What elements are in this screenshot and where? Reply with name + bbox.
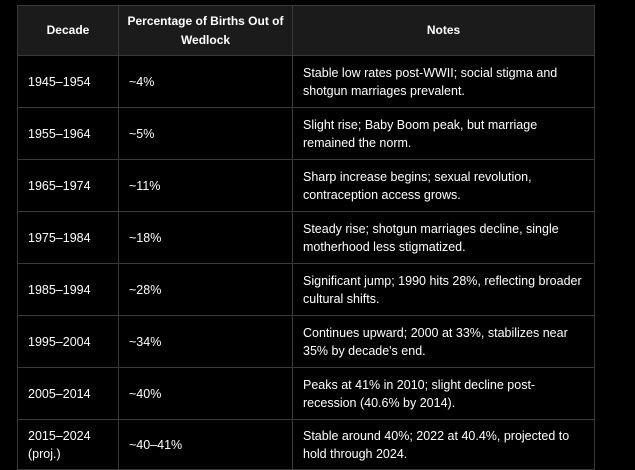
header-row: Decade Percentage of Births Out of Wedlo… — [17, 5, 595, 56]
table-row: 2015–2024 (proj.) ~40–41% Stable around … — [17, 419, 595, 470]
cell-notes: Continues upward; 2000 at 33%, stabilize… — [292, 315, 595, 368]
cell-decade: 1995–2004 — [17, 315, 119, 368]
table-body: 1945–1954 ~4% Stable low rates post-WWII… — [17, 55, 595, 470]
cell-notes: Stable around 40%; 2022 at 40.4%, projec… — [292, 419, 595, 470]
cell-decade: 1955–1964 — [17, 107, 119, 160]
table-row: 1955–1964 ~5% Slight rise; Baby Boom pea… — [17, 107, 595, 160]
table-row: 2005–2014 ~40% Peaks at 41% in 2010; sli… — [17, 367, 595, 420]
table-header: Decade Percentage of Births Out of Wedlo… — [17, 5, 595, 56]
table-row: 1945–1954 ~4% Stable low rates post-WWII… — [17, 55, 595, 108]
cell-notes: Sharp increase begins; sexual revolution… — [292, 159, 595, 212]
cell-notes: Stable low rates post-WWII; social stigm… — [292, 55, 595, 108]
cell-decade: 1945–1954 — [17, 55, 119, 108]
cell-decade: 2015–2024 (proj.) — [17, 419, 119, 470]
cell-percentage: ~4% — [118, 55, 293, 108]
table-row: 1985–1994 ~28% Significant jump; 1990 hi… — [17, 263, 595, 316]
cell-notes: Significant jump; 1990 hits 28%, reflect… — [292, 263, 595, 316]
cell-percentage: ~11% — [118, 159, 293, 212]
cell-percentage: ~18% — [118, 211, 293, 264]
cell-percentage: ~40–41% — [118, 419, 293, 470]
cell-percentage: ~28% — [118, 263, 293, 316]
cell-decade: 2005–2014 — [17, 367, 119, 420]
table-row: 1975–1984 ~18% Steady rise; shotgun marr… — [17, 211, 595, 264]
cell-notes: Peaks at 41% in 2010; slight decline pos… — [292, 367, 595, 420]
cell-decade: 1985–1994 — [17, 263, 119, 316]
header-notes: Notes — [292, 5, 595, 56]
cell-notes: Slight rise; Baby Boom peak, but marriag… — [292, 107, 595, 160]
cell-percentage: ~34% — [118, 315, 293, 368]
table-row: 1965–1974 ~11% Sharp increase begins; se… — [17, 159, 595, 212]
births-out-of-wedlock-table: Decade Percentage of Births Out of Wedlo… — [17, 5, 595, 470]
table-container: Decade Percentage of Births Out of Wedlo… — [17, 5, 595, 470]
cell-notes: Steady rise; shotgun marriages decline, … — [292, 211, 595, 264]
table-row: 1995–2004 ~34% Continues upward; 2000 at… — [17, 315, 595, 368]
cell-percentage: ~5% — [118, 107, 293, 160]
header-percentage: Percentage of Births Out of Wedlock — [118, 5, 293, 56]
cell-decade: 1965–1974 — [17, 159, 119, 212]
cell-percentage: ~40% — [118, 367, 293, 420]
cell-decade: 1975–1984 — [17, 211, 119, 264]
header-decade: Decade — [17, 5, 119, 56]
